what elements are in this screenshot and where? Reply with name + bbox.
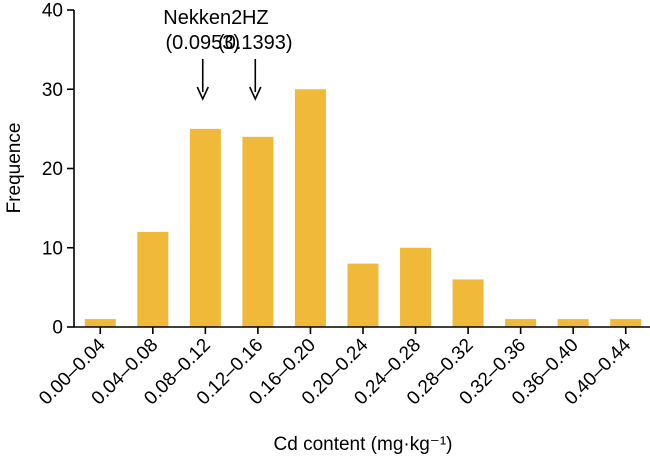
annotations: Nekken2 (0.0953)HZ (0.1393) <box>163 7 293 101</box>
y-axis-title: Frequence <box>4 123 25 214</box>
bar-0.16–0.20 <box>294 89 326 327</box>
arrow-down-icon <box>196 86 209 101</box>
y-tick-label: 10 <box>42 238 63 259</box>
bar-0.08–0.12 <box>189 128 221 327</box>
bar-0.12–0.16 <box>242 136 274 327</box>
annotation-value: (0.0953) <box>165 32 240 54</box>
y-tick-label: 30 <box>42 80 63 101</box>
bars-group <box>84 89 642 327</box>
bar-0.36–0.40 <box>557 319 589 327</box>
annotation-label: Nekken2 <box>163 7 242 29</box>
bar-0.40–0.44 <box>610 319 642 327</box>
bar-0.04–0.08 <box>137 231 169 327</box>
arrow-down-icon <box>249 86 262 101</box>
annotation-label: HZ <box>242 7 269 29</box>
bar-0.28–0.32 <box>452 279 484 327</box>
annotation-value: (0.1393) <box>218 32 293 54</box>
y-ticks: 0 10 20 30 40 <box>42 1 74 339</box>
bar-0.32–0.36 <box>505 319 537 327</box>
bar-0.24–0.28 <box>400 247 432 327</box>
bar-0.00–0.04 <box>84 319 116 327</box>
bar-0.20–0.24 <box>347 263 379 327</box>
x-axis-title: Cd content (mg·kg⁻¹) <box>274 434 453 455</box>
y-tick-label: 40 <box>42 1 63 22</box>
y-tick-label: 20 <box>42 159 63 180</box>
y-tick-label: 0 <box>52 318 63 339</box>
x-ticks: 0.00–0.040.04–0.080.08–0.120.12–0.160.16… <box>35 327 636 409</box>
